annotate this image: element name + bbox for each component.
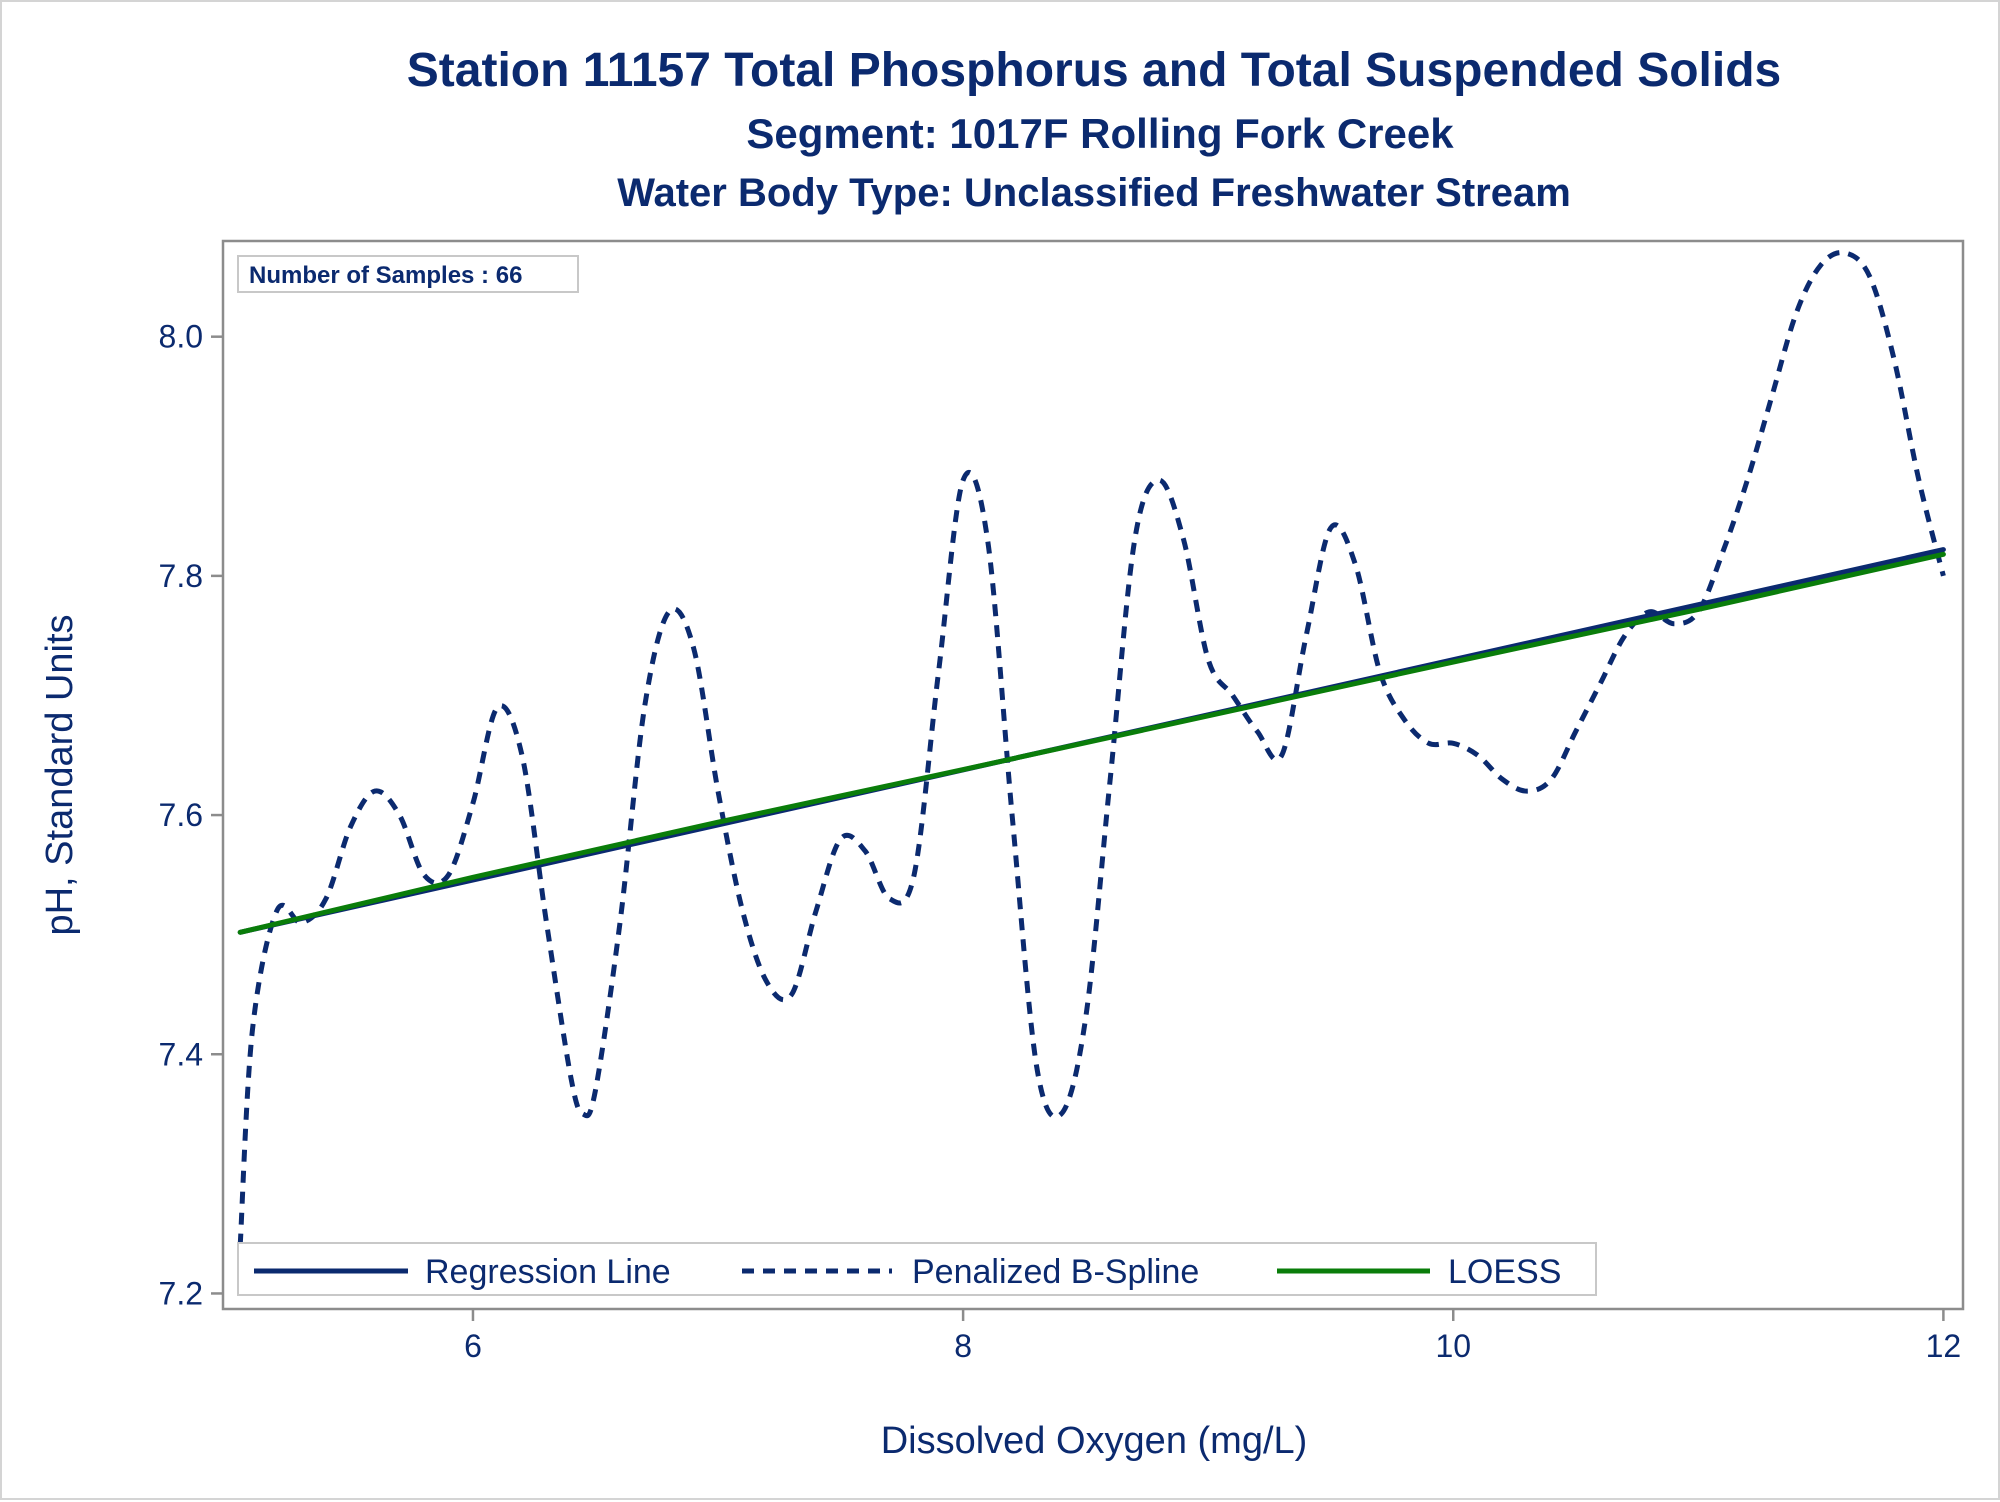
- inset-box: [237, 255, 579, 293]
- series-layer: [237, 250, 1946, 1246]
- x-tick-label: 10: [1435, 1328, 1471, 1364]
- chart-subtitle: Segment: 1017F Rolling Fork Creek: [746, 110, 1454, 157]
- y-tick-label: 8.0: [159, 319, 203, 355]
- y-tick-label: 7.4: [159, 1036, 203, 1072]
- sample-count-inset: Number of Samples : 66: [237, 255, 579, 293]
- legend-label-spline: Penalized B-Spline: [912, 1253, 1199, 1291]
- chart-title: Station 11157 Total Phosphorus and Total…: [407, 44, 1781, 97]
- x-tick-label: 8: [954, 1328, 972, 1364]
- legend-label-loess: LOESS: [1448, 1253, 1561, 1291]
- y-axis-label: pH, Standard Units: [39, 614, 81, 935]
- chart-subtitle-2: Water Body Type: Unclassified Freshwater…: [617, 171, 1571, 215]
- y-tick-label: 7.8: [159, 558, 203, 594]
- legend: Regression Line Penalized B-Spline LOESS: [237, 1242, 1597, 1296]
- legend-label-regression: Regression Line: [425, 1253, 671, 1291]
- y-axis-ticks: 7.2 7.4 7.6 7.8 8.0: [159, 319, 223, 1311]
- x-tick-label: 12: [1926, 1328, 1962, 1364]
- x-axis-ticks: 6 8 10 12: [464, 1309, 1961, 1364]
- x-tick-label: 6: [464, 1328, 482, 1364]
- x-axis-label: Dissolved Oxygen (mg/L): [881, 1420, 1308, 1462]
- y-tick-label: 7.2: [159, 1275, 203, 1311]
- plot-area: [221, 239, 1965, 1311]
- y-tick-label: 7.6: [159, 797, 203, 833]
- inset-label: Number of Samples : 66: [249, 262, 522, 289]
- series-line-loess: [237, 551, 1946, 935]
